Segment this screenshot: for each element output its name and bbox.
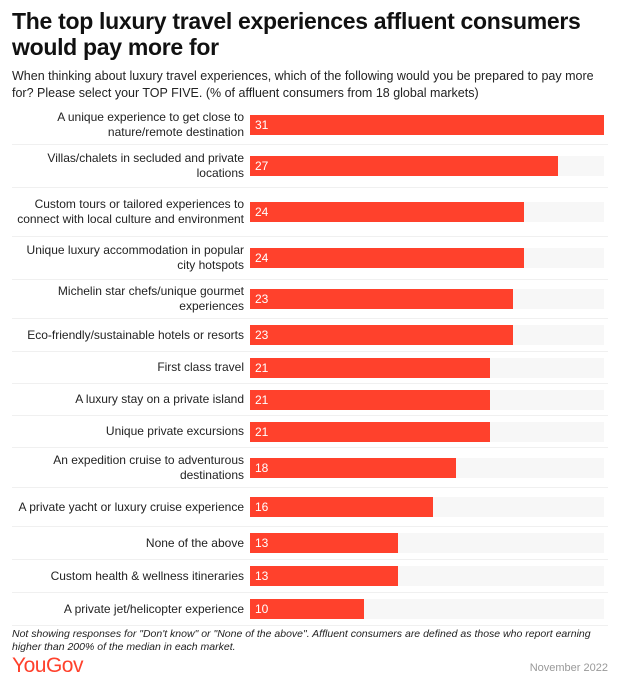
data-label: 13: [255, 536, 269, 550]
bar-row: A luxury stay on a private island 21: [12, 384, 608, 416]
bar-track: 21: [250, 389, 604, 410]
bar-track: 27: [250, 156, 604, 176]
bar-row: Unique luxury accommodation in popular c…: [12, 237, 608, 280]
bar-track: 31: [250, 115, 604, 135]
category-label: A luxury stay on a private island: [75, 392, 244, 406]
bar: 23: [250, 325, 513, 345]
bar-row: Custom health & wellness itineraries 13: [12, 560, 608, 593]
bar-chart: A unique experience to get close to natu…: [12, 106, 608, 626]
bar-row: Custom tours or tailored experiences to …: [12, 188, 608, 237]
bar-track: 18: [250, 457, 604, 478]
category-label: First class travel: [157, 360, 244, 374]
data-label: 18: [255, 460, 269, 475]
data-label: 21: [255, 392, 269, 407]
bar: 31: [250, 115, 604, 135]
bar-row: First class travel 21: [12, 352, 608, 384]
category-label: None of the above: [145, 535, 244, 550]
bar: 13: [250, 566, 399, 586]
bar: 24: [250, 248, 525, 268]
category-label: A private yacht or luxury cruise experie…: [18, 499, 244, 514]
bar-track: 10: [250, 599, 604, 619]
data-label: 21: [255, 360, 269, 375]
category-label: Unique luxury accommodation in popular c…: [26, 243, 244, 272]
bar-track: 13: [250, 533, 604, 553]
data-label: 31: [255, 118, 269, 132]
bar: 13: [250, 533, 399, 553]
category-label: An expedition cruise to adventurous dest…: [53, 452, 244, 482]
bar-row: Michelin star chefs/unique gourmet exper…: [12, 280, 608, 319]
data-label: 10: [255, 602, 269, 616]
bar-row: A private yacht or luxury cruise experie…: [12, 488, 608, 527]
bar: 27: [250, 156, 559, 176]
data-label: 24: [255, 251, 269, 265]
bar: 23: [250, 289, 513, 309]
bar-row: A private jet/helicopter experience 10: [12, 593, 608, 626]
bar: 18: [250, 457, 456, 478]
bar-row: A unique experience to get close to natu…: [12, 106, 608, 145]
bar: 21: [250, 389, 490, 410]
bar-track: 21: [250, 421, 604, 442]
date: November 2022: [529, 662, 608, 674]
chart-subtitle: When thinking about luxury travel experi…: [12, 69, 594, 100]
bar: 24: [250, 202, 525, 222]
category-label: A unique experience to get close to natu…: [57, 110, 244, 139]
bar: 21: [250, 357, 490, 378]
chart-title: The top luxury travel experiences afflue…: [12, 8, 581, 60]
bar-row: Unique private excursions 21: [12, 416, 608, 448]
data-label: 23: [255, 328, 269, 342]
category-label: Unique private excursions: [105, 424, 244, 438]
bar-track: 21: [250, 357, 604, 378]
data-label: 13: [255, 569, 269, 583]
bar-track: 23: [250, 325, 604, 345]
bar-row: Villas/chalets in secluded and private l…: [12, 145, 608, 188]
footnote: Not showing responses for "Don't know" o…: [12, 628, 591, 653]
bar-track: 16: [250, 497, 604, 517]
bar-track: 13: [250, 566, 604, 586]
bar-track: 24: [250, 248, 604, 268]
bar: 10: [250, 599, 365, 619]
category-label: A private jet/helicopter experience: [63, 601, 244, 616]
bar-row: An expedition cruise to adventurous dest…: [12, 448, 608, 488]
category-label: Michelin star chefs/unique gourmet exper…: [57, 284, 244, 313]
bar-row: None of the above 13: [12, 527, 608, 560]
yougov-logo: YouGov: [12, 654, 83, 677]
bar-track: 24: [250, 202, 604, 222]
bar-track: 23: [250, 289, 604, 309]
data-label: 16: [255, 500, 269, 514]
category-label: Villas/chalets in secluded and private l…: [47, 151, 244, 180]
data-label: 21: [255, 424, 269, 439]
data-label: 24: [255, 205, 269, 219]
data-label: 23: [255, 292, 269, 306]
bar: 16: [250, 497, 433, 517]
bar: 21: [250, 421, 490, 442]
data-label: 27: [255, 159, 269, 173]
bar-row: Eco-friendly/sustainable hotels or resor…: [12, 319, 608, 352]
category-label: Custom tours or tailored experiences to …: [17, 197, 244, 226]
category-label: Custom health & wellness itineraries: [50, 568, 244, 583]
category-label: Eco-friendly/sustainable hotels or resor…: [27, 327, 244, 342]
